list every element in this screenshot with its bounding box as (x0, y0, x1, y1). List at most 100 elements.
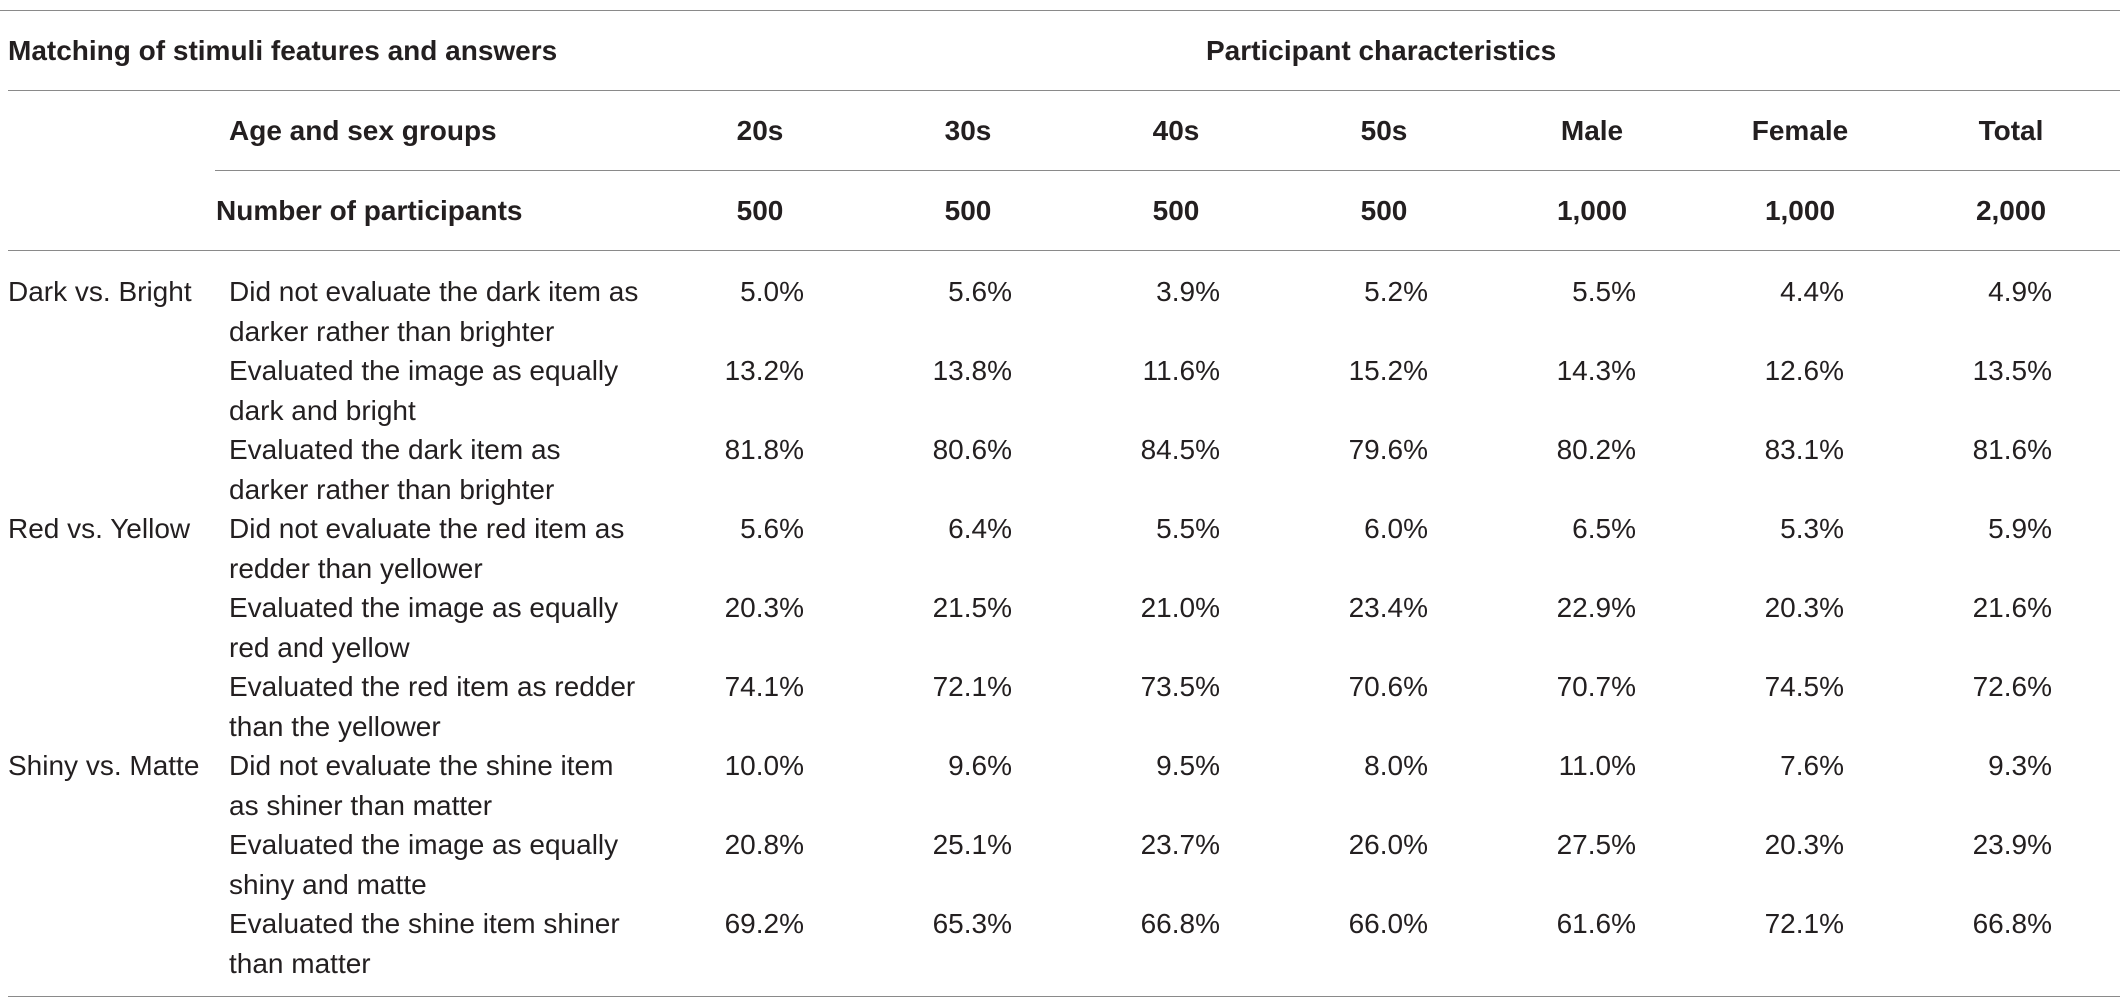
cell-20s: 13.2% (724, 355, 804, 386)
row-description-line2: than the yellower (229, 711, 441, 742)
row-description-line1: Evaluated the dark item as (229, 434, 561, 465)
cell-40s: 23.7% (1140, 829, 1220, 860)
count-female: 1,000 (1764, 195, 1836, 226)
cell-20s: 74.1% (724, 671, 804, 702)
table-row: Evaluated the image as equally dark and … (0, 351, 2120, 430)
count-20s: 500 (736, 195, 784, 226)
bottom-rule (8, 996, 2120, 997)
cell-30s: 9.6% (948, 750, 1012, 781)
cell-50s: 26.0% (1348, 829, 1428, 860)
top-rule (0, 10, 2120, 11)
cell-male: 6.5% (1572, 513, 1636, 544)
cell-male: 70.7% (1556, 671, 1636, 702)
row-description-line1: Did not evaluate the shine item (229, 750, 614, 781)
cell-male: 5.5% (1572, 276, 1636, 307)
col-header-male: Male (1560, 115, 1624, 146)
cell-total: 9.3% (1988, 750, 2052, 781)
row-category: Dark vs. Bright (8, 276, 192, 307)
row-description-line2: redder than yellower (229, 553, 483, 584)
cell-50s: 6.0% (1364, 513, 1428, 544)
cell-50s: 79.6% (1348, 434, 1428, 465)
table-row: Dark vs. Bright Did not evaluate the dar… (0, 272, 2120, 351)
cell-total: 5.9% (1988, 513, 2052, 544)
table-row: Evaluated the image as equally red and y… (0, 588, 2120, 667)
cell-female: 4.4% (1780, 276, 1844, 307)
row-description-line2: dark and bright (229, 395, 416, 426)
cell-total: 72.6% (1972, 671, 2052, 702)
left-heading: Matching of stimuli features and answers (8, 35, 558, 66)
group-row-label: Age and sex groups (229, 115, 497, 146)
row-category: Shiny vs. Matte (8, 750, 200, 781)
cell-male: 61.6% (1556, 908, 1636, 939)
row-description-line1: Evaluated the shine item shiner (229, 908, 620, 939)
cell-female: 20.3% (1764, 592, 1844, 623)
cell-30s: 5.6% (948, 276, 1012, 307)
count-50s: 500 (1360, 195, 1408, 226)
cell-20s: 20.8% (724, 829, 804, 860)
cell-50s: 5.2% (1364, 276, 1428, 307)
cell-50s: 15.2% (1348, 355, 1428, 386)
count-40s: 500 (1152, 195, 1200, 226)
cell-30s: 13.8% (932, 355, 1012, 386)
cell-50s: 70.6% (1348, 671, 1428, 702)
cell-female: 7.6% (1780, 750, 1844, 781)
row-description-line2: than matter (229, 948, 371, 979)
col-header-20s: 20s (736, 115, 784, 146)
row-description-line1: Evaluated the image as equally (229, 829, 619, 860)
cell-50s: 23.4% (1348, 592, 1428, 623)
cell-male: 80.2% (1556, 434, 1636, 465)
cell-male: 14.3% (1556, 355, 1636, 386)
row-description-line2: as shiner than matter (229, 790, 493, 821)
count-total: 2,000 (1975, 195, 2047, 226)
cell-male: 27.5% (1556, 829, 1636, 860)
col-header-total: Total (1978, 115, 2044, 146)
cell-20s: 5.0% (740, 276, 804, 307)
count-row-label: Number of participants (216, 195, 523, 226)
col-header-50s: 50s (1360, 115, 1408, 146)
cell-40s: 9.5% (1156, 750, 1220, 781)
cell-total: 21.6% (1972, 592, 2052, 623)
table-row: Evaluated the image as equally shiny and… (0, 825, 2120, 904)
row-description-line1: Evaluated the image as equally (229, 355, 619, 386)
cell-20s: 69.2% (724, 908, 804, 939)
cell-female: 5.3% (1780, 513, 1844, 544)
cell-40s: 5.5% (1156, 513, 1220, 544)
cell-female: 12.6% (1764, 355, 1844, 386)
cell-40s: 84.5% (1140, 434, 1220, 465)
cell-total: 23.9% (1972, 829, 2052, 860)
cell-total: 81.6% (1972, 434, 2052, 465)
cell-total: 13.5% (1972, 355, 2052, 386)
row-category: Red vs. Yellow (8, 513, 191, 544)
header-rule (8, 90, 2120, 91)
cell-30s: 80.6% (932, 434, 1012, 465)
cell-male: 22.9% (1556, 592, 1636, 623)
cell-female: 72.1% (1764, 908, 1844, 939)
count-rule (8, 250, 2120, 251)
cell-female: 74.5% (1764, 671, 1844, 702)
cell-40s: 21.0% (1140, 592, 1220, 623)
cell-40s: 66.8% (1140, 908, 1220, 939)
cell-50s: 66.0% (1348, 908, 1428, 939)
col-header-female: Female (1751, 115, 1849, 146)
cell-total: 4.9% (1988, 276, 2052, 307)
cell-20s: 5.6% (740, 513, 804, 544)
table-row: Evaluated the red item as redder than th… (0, 667, 2120, 746)
row-description-line1: Did not evaluate the dark item as (229, 276, 639, 307)
row-description-line1: Did not evaluate the red item as (229, 513, 625, 544)
cell-30s: 65.3% (932, 908, 1012, 939)
count-male: 1,000 (1556, 195, 1628, 226)
table-row: Evaluated the shine item shiner than mat… (0, 904, 2120, 983)
row-description-line1: Evaluated the image as equally (229, 592, 619, 623)
cell-male: 11.0% (1558, 750, 1636, 781)
cell-40s: 3.9% (1156, 276, 1220, 307)
table-row: Shiny vs. Matte Did not evaluate the shi… (0, 746, 2120, 825)
row-description-line2: red and yellow (229, 632, 410, 663)
row-description-line2: shiny and matte (229, 869, 427, 900)
row-description-line2: darker rather than brighter (229, 316, 555, 347)
table-row: Evaluated the dark item as darker rather… (0, 430, 2120, 509)
col-header-30s: 30s (944, 115, 992, 146)
cell-20s: 81.8% (724, 434, 804, 465)
cell-40s: 73.5% (1140, 671, 1220, 702)
cell-20s: 10.0% (724, 750, 804, 781)
cell-40s: 11.6% (1142, 355, 1220, 386)
